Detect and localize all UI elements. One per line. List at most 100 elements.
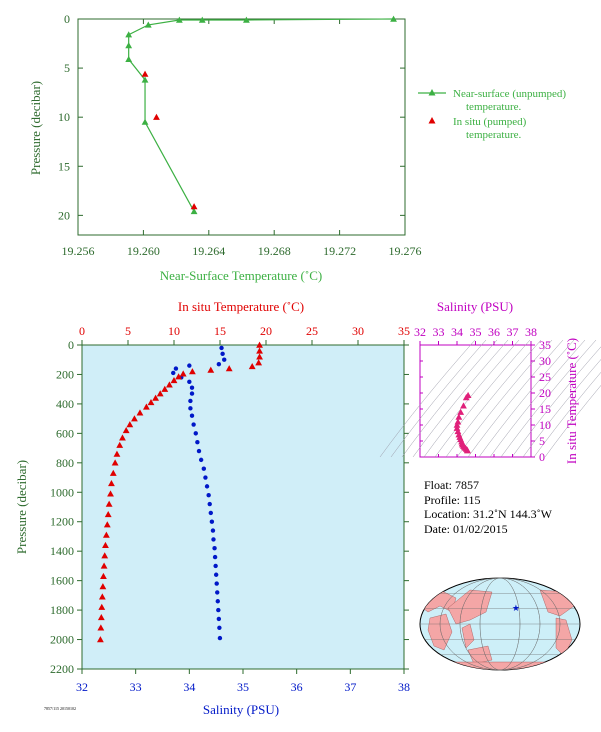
- date: Date: 01/02/2015: [424, 521, 508, 536]
- density-contour: [379, 339, 476, 458]
- density-contour: [522, 359, 601, 458]
- near-surface-chart: 19.256 19.260 19.264 19.268 19.272 19.276 051…: [28, 12, 566, 283]
- near-surface-x-tick-label: 19.272: [323, 244, 356, 258]
- salinity-point: [222, 357, 227, 362]
- near-surface-x-ticks: 19.256 19.260 19.264 19.268 19.272 19.276: [62, 19, 422, 258]
- pumped-point: [190, 203, 198, 210]
- temperature-point: [100, 572, 107, 579]
- density-contour: [478, 339, 575, 458]
- near-surface-x-tick-label: 19.268: [258, 244, 291, 258]
- legend-marker-pumped: [428, 117, 436, 124]
- unpumped-point: [144, 21, 152, 28]
- ts-plot-frame: [419, 344, 532, 458]
- salinity-tick-label: 33: [130, 680, 142, 694]
- salinity-point: [213, 572, 219, 577]
- footer-tiny-text: 7857/115 20150102: [44, 706, 76, 711]
- salinity-point: [187, 363, 192, 368]
- temperature-point: [248, 362, 256, 370]
- salinity-point: [189, 391, 195, 396]
- near-surface-x-tick-label: 19.260: [127, 244, 160, 258]
- legend-label-pumped: In situ (pumped) temperature.: [453, 116, 527, 141]
- salinity-point: [189, 385, 195, 390]
- salinity-point: [220, 351, 225, 357]
- temperature-point: [119, 434, 126, 441]
- pressure-tick-label: 1600: [50, 574, 74, 588]
- pressure-tick-label: 1400: [50, 544, 74, 558]
- map-graticule: [420, 577, 580, 671]
- temperature-tick-label: 5: [125, 324, 131, 338]
- salinity-point: [208, 510, 213, 516]
- temperature-tick-label: 20: [260, 324, 272, 338]
- unpumped-point: [125, 55, 133, 62]
- salinity-point: [207, 501, 212, 507]
- density-contour: [390, 339, 487, 458]
- temperature-point: [109, 469, 117, 476]
- near-surface-x-tick-label: 19.264: [192, 244, 225, 258]
- salinity-point: [212, 554, 218, 560]
- ts-point: [455, 413, 463, 420]
- temperature-axis-label: In situ Temperature (˚C): [178, 299, 304, 314]
- salinity-axis-label: Salinity (PSU): [203, 702, 279, 717]
- legend-label-unpumped: Near-surface (unpumped) temperature.: [453, 88, 566, 113]
- pressure-tick-label: 0: [68, 338, 74, 352]
- salinity-point: [216, 607, 221, 613]
- pressure-tick-label: 200: [56, 367, 74, 381]
- ts-x-tick-label: 34: [451, 325, 463, 339]
- ts-y-tick-label: 20: [539, 386, 551, 400]
- density-contour: [489, 339, 586, 458]
- temperature-point: [111, 459, 119, 466]
- ts-y-tick-label: 10: [539, 418, 551, 432]
- density-contour: [467, 339, 564, 458]
- temperature-point: [189, 368, 196, 375]
- salinity-point: [212, 546, 217, 551]
- density-contour: [511, 346, 601, 458]
- temperature-tick-label: 30: [352, 324, 364, 338]
- temperature-point: [175, 373, 182, 380]
- density-contour: [456, 339, 553, 458]
- salinity-point: [196, 448, 202, 454]
- ts-y-tick-label: 35: [539, 338, 551, 352]
- temperature-point: [256, 341, 263, 348]
- temperature-point: [207, 366, 215, 373]
- temperature-point: [99, 583, 107, 590]
- pressure-axis-ticks: 0 200 400 600 800 1000 1200 1400 1600 1800 2000 220…: [50, 338, 409, 676]
- near-surface-x-label: Near-Surface Temperature (˚C): [160, 268, 322, 283]
- ts-x-label: Salinity (PSU): [437, 299, 513, 314]
- temperature-tick-label: 25: [306, 324, 318, 338]
- temperature-point: [131, 415, 138, 422]
- salinity-tick-label: 37: [344, 680, 356, 694]
- salinity-point: [173, 366, 179, 371]
- temperature-point: [102, 531, 110, 538]
- near-surface-marks: [125, 15, 397, 215]
- temperature-point: [122, 427, 130, 434]
- ts-point: [462, 394, 470, 401]
- pressure-tick-label: 800: [56, 456, 74, 470]
- salinity-point: [215, 599, 220, 604]
- temperature-tick-label: 10: [168, 324, 180, 338]
- temperature-point: [104, 510, 112, 518]
- salinity-tick-label: 38: [398, 680, 410, 694]
- ts-marks: [453, 391, 472, 454]
- near-surface-y-label: Pressure (decibar): [28, 81, 43, 175]
- temperature-point: [143, 403, 150, 410]
- temperature-tick-label: 35: [398, 324, 410, 338]
- near-surface-y-tick-label: 10: [58, 110, 70, 124]
- temperature-point: [113, 450, 121, 457]
- salinity-tick-label: 36: [291, 680, 303, 694]
- density-contour: [401, 339, 498, 458]
- temperature-point: [147, 399, 155, 406]
- salinity-point: [214, 581, 219, 586]
- salinity-point: [217, 635, 223, 641]
- salinity-point: [213, 563, 218, 569]
- salinity-point: [187, 379, 192, 385]
- temperature-point: [256, 353, 263, 360]
- salinity-point: [210, 528, 216, 533]
- unpumped-point: [243, 16, 250, 23]
- density-contour: [500, 339, 597, 458]
- temperature-profile-marks: [97, 341, 263, 643]
- temperature-point: [100, 562, 108, 569]
- pressure-tick-label: 1800: [50, 603, 74, 617]
- salinity-point: [198, 457, 204, 463]
- temperature-point: [161, 385, 169, 392]
- density-contour: [434, 339, 531, 458]
